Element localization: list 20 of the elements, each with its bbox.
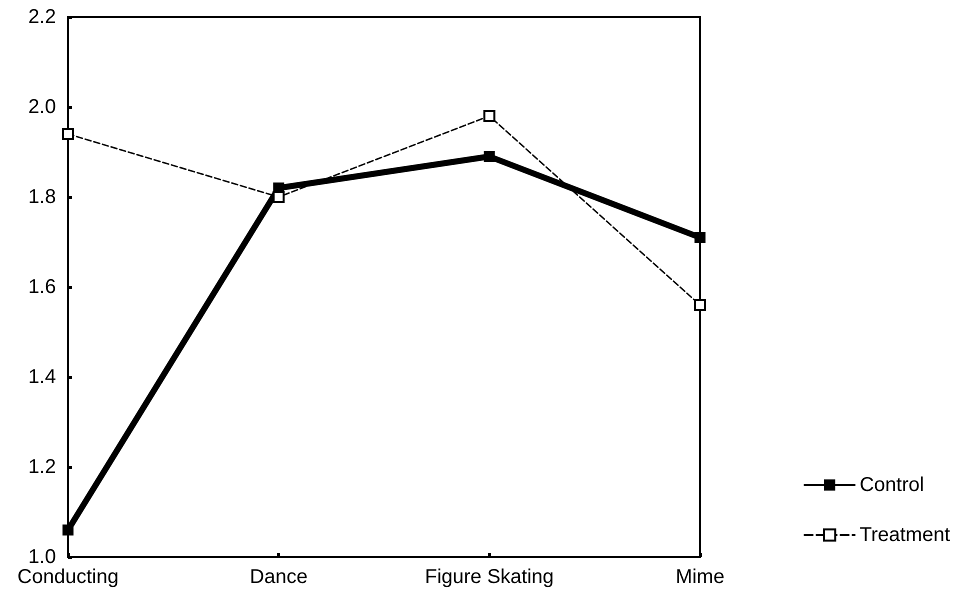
- y-tick-label: 2.2: [28, 6, 56, 28]
- x-tick-label: Mime: [676, 566, 724, 588]
- y-tick-label: 2.0: [28, 96, 56, 118]
- x-tick-label: Conducting: [17, 566, 119, 588]
- point: [694, 232, 706, 243]
- point: [62, 524, 74, 536]
- point: [484, 151, 495, 162]
- legend-label: Control: [860, 474, 924, 496]
- legend-label: Treatment: [860, 524, 950, 546]
- y-tick-label: 1.0: [28, 546, 56, 568]
- y-tick-label: 1.6: [28, 276, 56, 298]
- point: [483, 110, 496, 122]
- y-tick-label: 1.8: [28, 186, 56, 208]
- y-tick-label: 1.4: [28, 366, 56, 388]
- y-tick-label: 1.2: [28, 456, 56, 478]
- x-tick-label: Figure Skating: [424, 566, 554, 588]
- point: [272, 191, 285, 203]
- point: [62, 128, 74, 140]
- point: [694, 299, 706, 311]
- x-tick-label: Dance: [250, 566, 308, 588]
